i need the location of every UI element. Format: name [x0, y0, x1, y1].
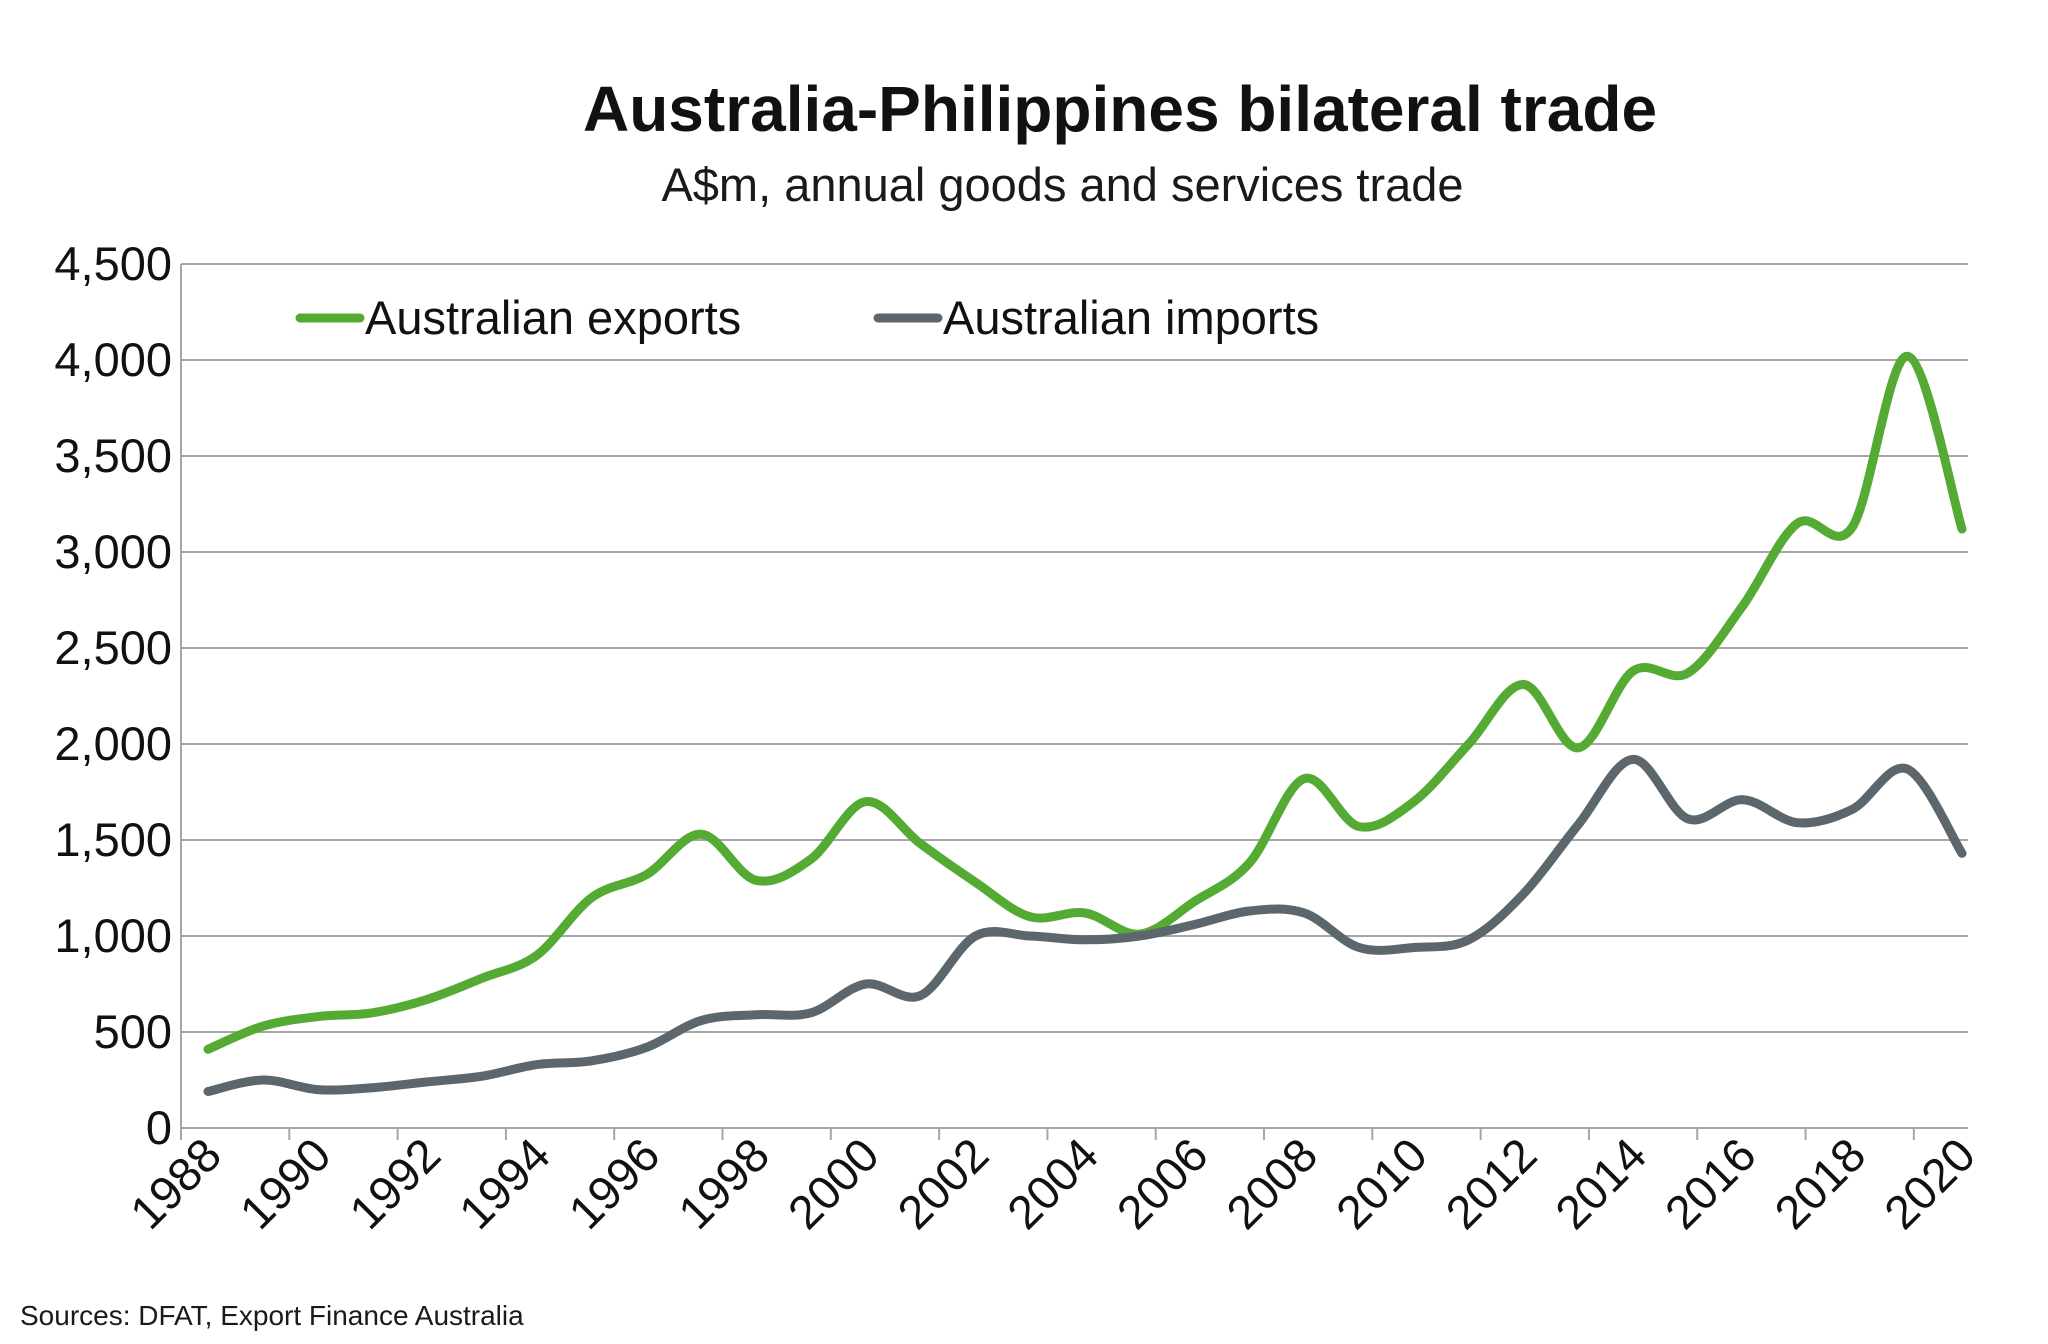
legend: Australian exports Australian imports — [295, 291, 1319, 344]
legend-label: Australian imports — [943, 291, 1319, 344]
x-tick-label: 2008 — [1216, 1128, 1327, 1239]
series-line-imports — [203, 754, 1967, 1096]
legend-label: Australian exports — [365, 291, 741, 344]
y-tick-label: 3,500 — [54, 429, 172, 482]
x-tick-label: 2020 — [1874, 1128, 1985, 1239]
x-tick-label: 1998 — [668, 1128, 779, 1239]
y-tick-label: 2,000 — [54, 717, 172, 770]
x-tick-label: 2016 — [1654, 1128, 1765, 1239]
y-tick-label: 4,500 — [54, 237, 172, 290]
x-tick-label: 2006 — [1106, 1128, 1217, 1239]
x-tick-label: 2010 — [1326, 1128, 1437, 1239]
series-lines — [203, 351, 1967, 1096]
x-tick-label: 2018 — [1764, 1128, 1875, 1239]
y-tick-label: 500 — [94, 1005, 172, 1058]
x-tick-label: 2004 — [997, 1128, 1108, 1239]
x-tick-label: 2002 — [887, 1128, 998, 1239]
chart-title: Australia-Philippines bilateral trade — [582, 73, 1658, 145]
x-tick-label: 1994 — [449, 1128, 560, 1239]
x-tick-label: 2012 — [1435, 1128, 1546, 1239]
chart-subtitle: A$m, annual goods and services trade — [661, 158, 1464, 211]
gridlines — [181, 263, 1968, 1033]
axes — [180, 264, 1968, 1140]
series-line-exports — [203, 351, 1967, 1054]
y-tick-label: 1,000 — [54, 909, 172, 962]
x-tick-label: 1996 — [558, 1128, 669, 1239]
source-note: Sources: DFAT, Export Finance Australia — [20, 1300, 524, 1331]
y-tick-label: 0 — [146, 1101, 172, 1154]
y-tick-label: 1,500 — [54, 813, 172, 866]
y-tick-label: 2,500 — [54, 621, 172, 674]
y-tick-label: 3,000 — [54, 525, 172, 578]
y-tick-label: 4,000 — [54, 333, 172, 386]
x-tick-label: 1990 — [229, 1128, 340, 1239]
x-tick-label: 1992 — [339, 1128, 450, 1239]
x-tick-label: 2014 — [1545, 1128, 1656, 1239]
x-tick-label: 2000 — [777, 1128, 888, 1239]
x-axis-tick-labels: 1988199019921994199619982000200220042006… — [120, 1128, 1985, 1239]
y-axis-tick-labels: 0 500 1,000 1,500 2,000 2,500 3,000 3,500 4,000 4… — [54, 237, 172, 1154]
x-tick-label: 1988 — [120, 1128, 231, 1239]
